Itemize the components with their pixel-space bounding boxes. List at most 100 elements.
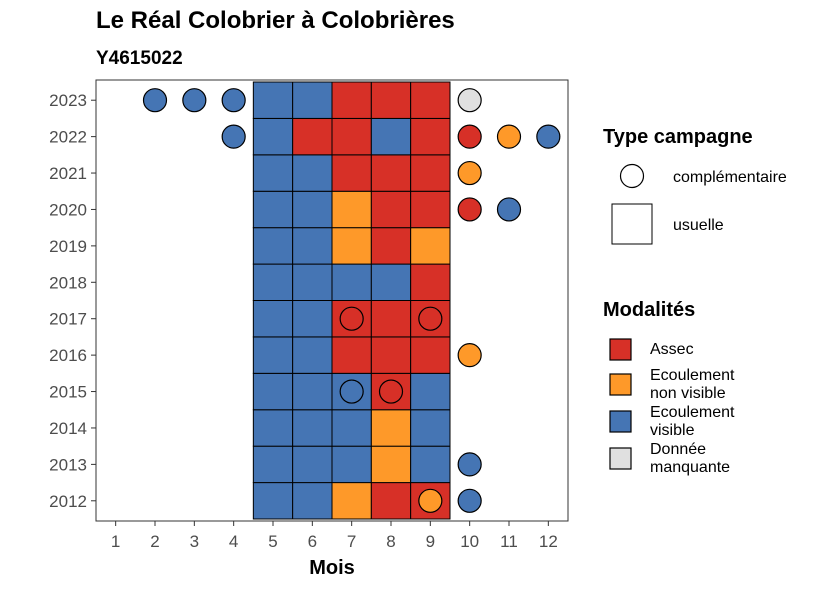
tile-2023-month-5 [252,81,294,119]
y-tick-label-2018: 2018 [49,273,87,292]
point-2012-month-9 [418,488,443,513]
tile-2012-month-5 [252,482,294,520]
tile-2023-month-6 [292,81,333,119]
point-2022-month-11 [496,124,522,149]
panel-border [95,79,569,522]
tile-2022-month-8 [370,117,412,156]
x-tick-label-3: 3 [190,532,199,551]
legend-key-usuelle [611,203,653,245]
x-tick-label-7: 7 [347,532,356,551]
legend-swatch-donnee-manquante [609,447,632,470]
tile-2013-month-8 [370,445,412,484]
tile-2022-month-9 [410,117,451,156]
plot-area [96,80,568,521]
y-tick-label-2017: 2017 [49,310,87,329]
legend: Type campagne complémentaire usuelle Modali… [603,126,787,476]
point-2022-month-12 [536,124,561,149]
tile-2021-month-5 [252,154,294,192]
tile-2022-month-7 [331,117,372,156]
point-2013-month-10 [457,452,482,477]
tile-2016-month-9 [410,336,451,374]
tile-2014-month-8 [370,409,412,447]
point-2022-month-4 [221,124,246,149]
tile-2016-month-5 [252,336,294,374]
y-tick-label-2019: 2019 [49,237,87,256]
tile-2013-month-5 [252,445,294,484]
legend-label-usuelle: usuelle [673,217,724,234]
legend-swatch-ecoulement-visible [609,410,632,433]
tile-2013-month-6 [292,445,333,484]
legend-label-complementaire: complémentaire [673,169,787,186]
point-2023-month-10 [457,88,482,113]
point-2017-month-9 [418,306,443,331]
x-tick-label-2: 2 [150,532,159,551]
tile-2019-month-6 [292,227,333,265]
point-2017-month-7 [339,306,364,331]
point-2015-month-7 [339,379,364,404]
tile-2018-month-6 [292,263,333,302]
x-tick-label-1: 1 [111,532,120,551]
x-tick-label-8: 8 [386,532,395,551]
legend-key-complementaire [619,163,645,189]
y-tick-label-2015: 2015 [49,383,87,402]
tile-2013-month-7 [331,445,372,484]
tile-2014-month-6 [292,409,333,447]
tile-2020-month-6 [292,190,333,229]
legend-label-ecoulement-non-visible: Ecoulement non visible [650,367,735,402]
point-2023-month-2 [142,88,168,113]
x-tick-label-9: 9 [426,532,435,551]
tile-2018-month-5 [252,263,294,302]
tile-2023-month-9 [410,81,451,119]
tile-2014-month-5 [252,409,294,447]
tile-2021-month-6 [292,154,333,192]
x-axis: 1 2 3 4 5 6 7 8 9 10 11 12 [111,521,558,551]
tile-2016-month-6 [292,336,333,374]
tile-2023-month-8 [370,81,412,119]
tile-2019-month-8 [370,227,412,265]
tile-2017-month-5 [252,300,294,338]
tile-2023-month-7 [331,81,372,119]
point-2012-month-10 [457,488,482,513]
x-tick-label-4: 4 [229,532,238,551]
point-2020-month-11 [496,197,522,222]
tile-2021-month-9 [410,154,451,192]
point-2015-month-8 [378,379,404,404]
tile-2020-month-9 [410,190,451,229]
tile-2022-month-6 [292,117,333,156]
y-tick-label-2020: 2020 [49,200,87,219]
tile-2021-month-8 [370,154,412,192]
tile-2022-month-5 [252,117,294,156]
tile-2015-month-6 [292,372,333,411]
tile-2012-month-6 [292,482,333,520]
point-2023-month-4 [221,88,246,113]
x-axis-title: Mois [309,557,355,579]
x-tick-label-5: 5 [268,532,277,551]
tile-2020-month-7 [331,190,372,229]
tile-2014-month-7 [331,409,372,447]
tile-2017-month-8 [370,300,412,338]
legend-label-donnee-manquante: Donnée manquante [650,441,730,476]
x-tick-label-6: 6 [308,532,317,551]
tile-2017-month-6 [292,300,333,338]
tile-2019-month-9 [410,227,451,265]
chart-title: Le Réal Colobrier à Colobrières [96,7,455,34]
tile-2015-month-9 [410,372,451,411]
point-2023-month-3 [182,88,207,113]
y-tick-label-2014: 2014 [49,419,87,438]
point-2016-month-10 [457,343,482,368]
x-tick-label-12: 12 [539,532,558,551]
y-axis: 2012 2013 2014 2015 2016 2017 2018 2019 2020 2021… [49,91,96,511]
y-tick-label-2012: 2012 [49,492,87,511]
legend-title-type: Type campagne [603,126,753,148]
point-2020-month-10 [457,197,482,222]
tile-2018-month-8 [370,263,412,302]
legend-label-assec: Assec [650,341,694,358]
x-tick-label-10: 10 [460,532,479,551]
tile-2020-month-5 [252,190,294,229]
y-tick-label-2013: 2013 [49,455,87,474]
tile-2013-month-9 [410,445,451,484]
point-2022-month-10 [457,124,482,149]
tile-2012-month-8 [370,482,412,520]
tile-2015-month-5 [252,372,294,411]
